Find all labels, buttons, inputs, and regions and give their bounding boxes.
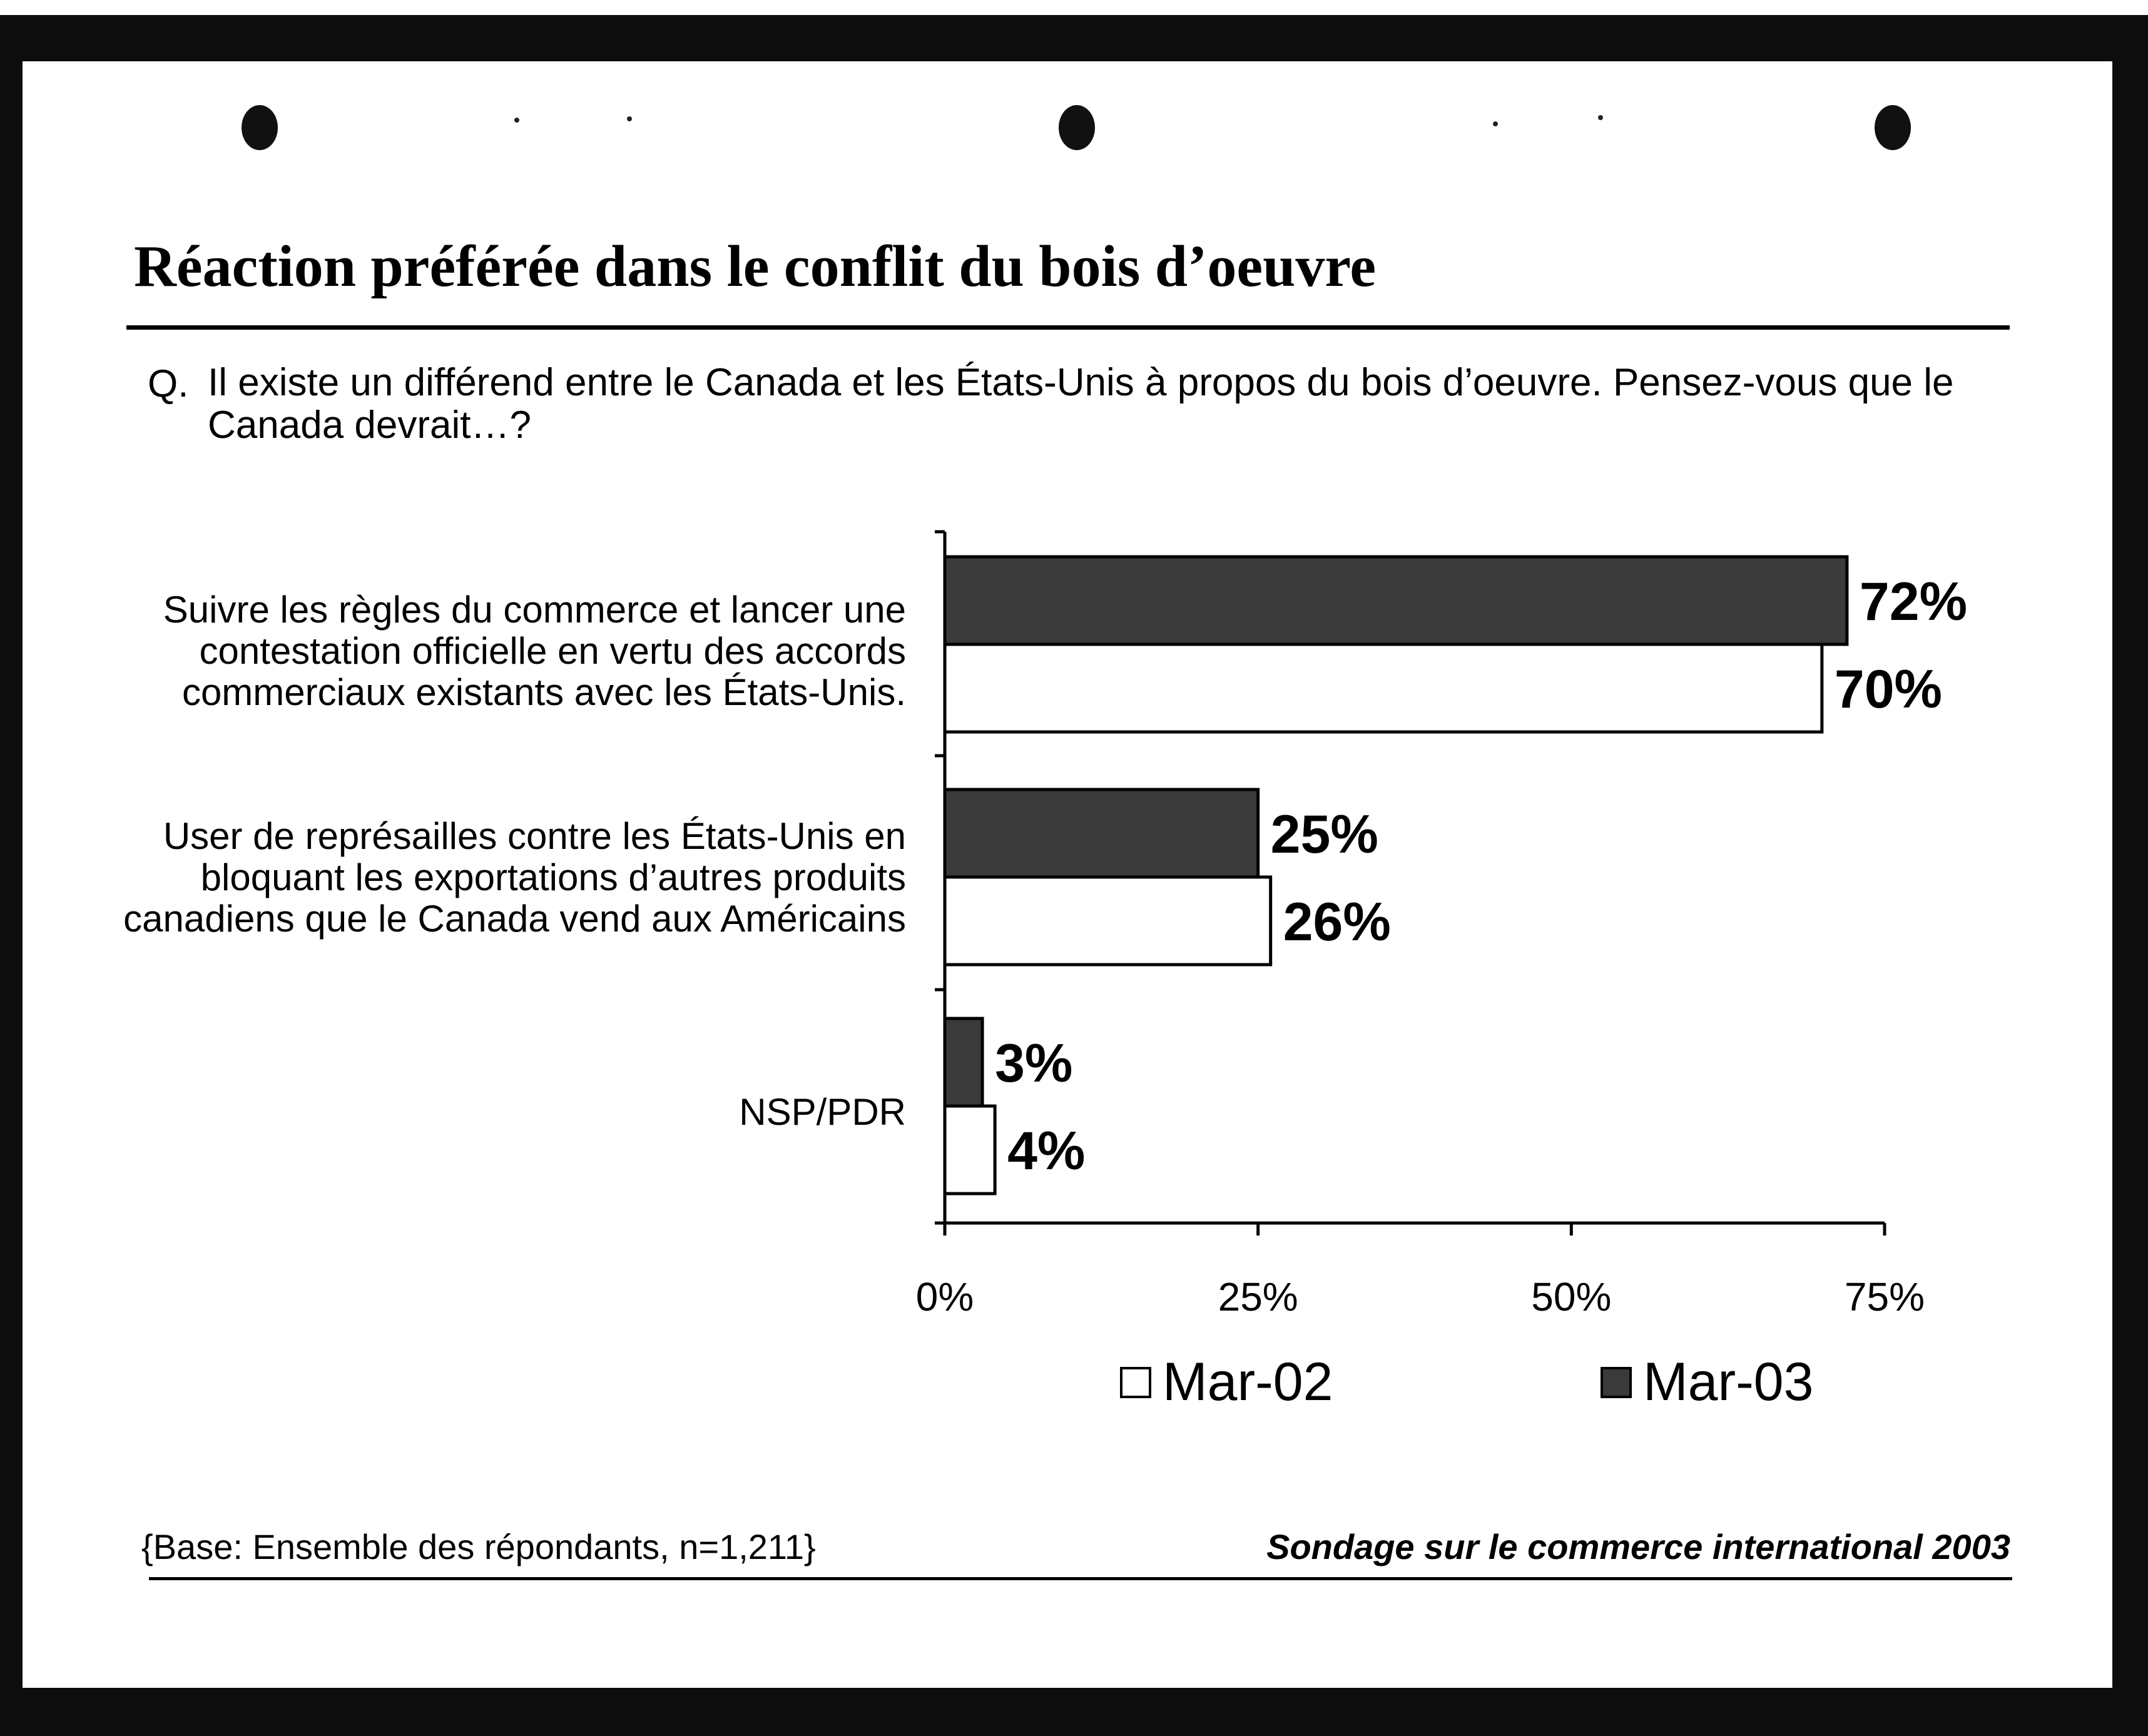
legend-item-mar-03: Mar-03 — [1601, 1351, 1813, 1413]
x-tick-label: 0% — [916, 1274, 974, 1319]
scan-speck — [1598, 115, 1603, 120]
scan-speck — [627, 116, 632, 121]
question-text: Il existe un différend entre le Canada e… — [208, 361, 1954, 447]
bar-value-label: 26% — [1283, 892, 1391, 952]
category-label-text: NSP/PDR — [739, 1091, 906, 1133]
legend-swatch-mar-03 — [1601, 1366, 1632, 1398]
bar-mar-03 — [943, 1017, 984, 1108]
x-tick-label: 75% — [1845, 1274, 1925, 1319]
bar-mar-02 — [943, 875, 1273, 967]
category-label-retaliation: User de représailles contre les États-Un… — [105, 816, 906, 940]
bar-mar-02 — [943, 1104, 997, 1195]
x-tick-label: 50% — [1531, 1274, 1611, 1319]
punch-hole-left — [242, 105, 278, 150]
legend-label: Mar-02 — [1163, 1352, 1333, 1412]
category-label-nsp: NSP/PDR — [739, 1092, 906, 1133]
category-label-rules: Suivre les règles du commerce et lancer … — [105, 589, 906, 713]
bar-value-label: 3% — [995, 1033, 1072, 1094]
bar-mar-03 — [943, 555, 1849, 646]
x-tick-label: 25% — [1218, 1274, 1298, 1319]
source-note: Sondage sur le commerce international 20… — [1266, 1527, 2010, 1566]
bar-value-label: 72% — [1860, 572, 1967, 632]
bar-value-label: 4% — [1007, 1121, 1085, 1181]
chart-bars: 72% 70% 25% 26% 3% 4% — [943, 555, 1967, 1195]
footer-rule — [149, 1577, 2012, 1580]
scan-speck — [1493, 121, 1498, 126]
legend-label: Mar-03 — [1643, 1352, 1814, 1412]
question-prefix: Q. — [148, 362, 189, 405]
legend-item-mar-02: Mar-02 — [1120, 1351, 1333, 1413]
base-note: {Base: Ensemble des répondants, n=1,211} — [141, 1527, 816, 1566]
title-underline — [126, 325, 2010, 330]
category-label-text: User de représailles contre les États-Un… — [123, 815, 906, 940]
category-label-text: Suivre les règles du commerce et lancer … — [163, 589, 906, 713]
bar-value-label: 25% — [1271, 805, 1378, 865]
scan-border-top — [0, 0, 2148, 15]
punch-hole-right — [1875, 105, 1911, 150]
scan-speck — [514, 118, 519, 123]
bar-mar-02 — [943, 642, 1824, 734]
punch-hole-center — [1059, 105, 1095, 150]
bar-mar-03 — [943, 788, 1260, 879]
legend-swatch-mar-02 — [1120, 1366, 1151, 1398]
page-title: Réaction préférée dans le conflit du boi… — [134, 234, 1377, 299]
bar-value-label: 70% — [1835, 659, 1942, 719]
chart-tick-labels: 0% 25% 50% 75% — [916, 1274, 1925, 1319]
